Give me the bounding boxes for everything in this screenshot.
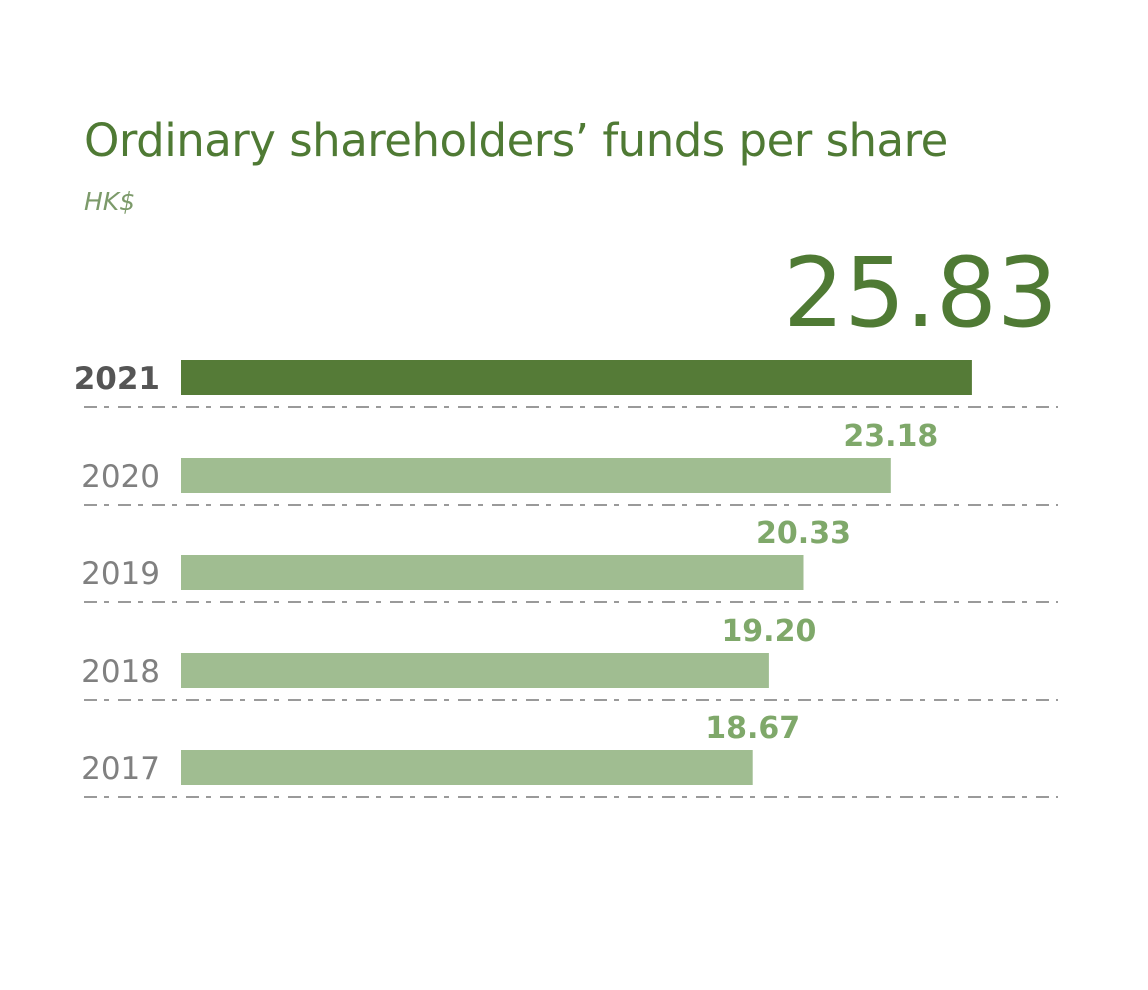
category-label-2018: 2018: [81, 654, 160, 690]
chart-title: Ordinary shareholders’ funds per share: [84, 114, 948, 167]
bar-2018: [181, 653, 769, 688]
category-label-2017: 2017: [81, 751, 160, 787]
category-label-2021: 2021: [74, 361, 160, 397]
bar-2020: [181, 458, 891, 493]
bar-2019: [181, 555, 804, 590]
value-label-2019: 20.33: [756, 516, 851, 551]
value-label-2017: 18.67: [705, 711, 800, 746]
value-label-2021: 25.83: [783, 237, 1058, 349]
category-label-2019: 2019: [81, 556, 160, 592]
value-label-2018: 19.20: [721, 614, 816, 649]
category-label-2020: 2020: [81, 459, 160, 495]
bar-2021: [181, 360, 972, 395]
value-label-2020: 23.18: [843, 419, 938, 454]
chart-subtitle: HK$: [84, 187, 136, 216]
bar-2017: [181, 750, 753, 785]
